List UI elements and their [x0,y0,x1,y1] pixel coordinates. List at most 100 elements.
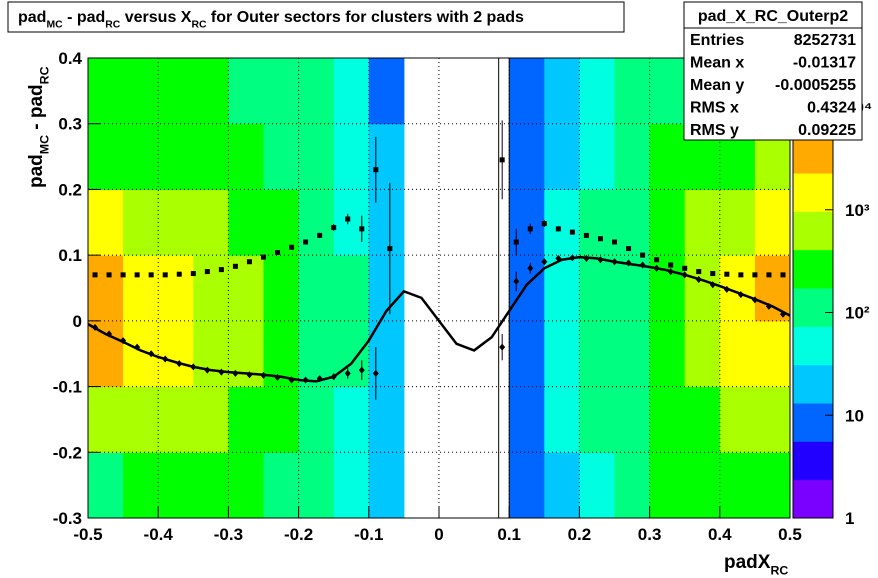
profile-point [162,272,168,278]
palette-step [793,288,833,297]
marker [204,366,211,374]
profile-point [625,259,632,267]
profile-point [218,368,225,376]
palette-step [793,456,833,465]
marker [667,268,674,276]
cell [719,386,756,453]
cell [579,123,615,190]
profile-point [190,271,196,277]
cell [263,255,300,322]
palette-step [793,196,833,205]
marker [134,343,141,351]
marker [738,272,744,278]
profile-point [513,271,520,292]
cell [754,189,791,256]
palette-step [793,487,833,496]
cell [193,189,229,256]
z-tick-label: 1 [845,509,854,528]
z-tick-label: 10² [845,304,870,323]
profile-point [724,271,730,277]
title-box [7,1,625,33]
profile-point [331,224,337,231]
cell [123,189,159,256]
profile-point [302,376,309,384]
chart-title-part: pad [18,9,46,26]
overlay: -0.5 -0.4 -0.3 -0.2 -0.1 0 0.1 0.2 0.3 0.4 0.5 -0.3… [7,1,872,578]
profile-point [751,296,758,304]
profile-point [246,371,253,379]
cell [333,58,370,125]
marker [92,323,99,331]
cell [684,386,721,453]
y-tick-label: -0.3 [53,509,82,528]
palette-step [793,265,833,274]
profile-point [106,272,112,278]
marker [344,369,351,377]
marker [779,310,786,318]
palette-step [793,357,833,366]
cell [579,255,615,322]
cell [614,189,651,256]
chart-title-part: RC [191,20,207,31]
cell [684,320,721,388]
cell [368,452,405,519]
cell [649,189,686,256]
profile-point [597,236,603,242]
profile-point [106,330,113,338]
palette-step [793,180,833,189]
profile-point [260,371,267,379]
profile-point [710,271,716,277]
marker [541,221,547,227]
marker [274,373,281,381]
cell [298,189,335,256]
cell [684,255,721,322]
profile-point [358,360,365,380]
cell [333,189,370,256]
x-tick-label: 0 [434,525,443,544]
marker [246,371,253,379]
profile-point [709,281,716,289]
cell [158,255,194,322]
cell [754,452,791,519]
marker [569,254,576,262]
y-axis-label-part: - pad [26,84,47,135]
cell [263,386,300,453]
profile-point [204,269,210,275]
x-axis-label-part: RC [770,564,788,578]
cell [333,452,370,519]
stats-value: 0.09225 [798,122,856,139]
cell [88,189,124,256]
profile-point [148,350,155,358]
cell [298,386,335,453]
palette-step [793,403,833,412]
profile-point [218,267,224,273]
palette-step [793,502,833,511]
cell [509,189,545,256]
cell [158,123,194,190]
profile-point [499,334,506,361]
y-axis-label-part: pad [26,154,47,188]
profile-point [765,302,772,310]
marker [653,264,660,272]
cell [579,320,615,388]
palette-step [793,211,833,220]
cell [544,189,580,256]
cell [579,189,615,256]
cell [158,58,194,125]
profile-point [176,271,182,277]
marker [724,271,730,277]
profile-point [289,244,295,250]
marker [204,269,210,275]
marker [261,254,266,260]
profile-point [752,272,758,278]
profile-point [288,376,295,384]
marker [288,376,295,384]
cell [228,452,264,519]
marker [162,272,168,278]
marker [331,225,337,231]
palette-step [793,318,833,327]
profile-point [190,363,197,371]
profile-point [246,259,252,265]
x-tick-label: 0.5 [778,525,802,544]
cell [193,58,229,125]
